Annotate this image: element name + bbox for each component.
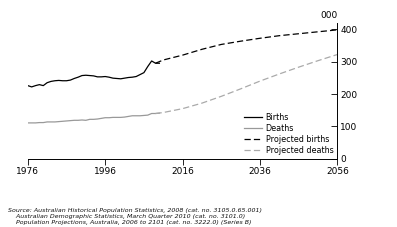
Births	[48, 80, 53, 83]
Deaths	[25, 121, 30, 124]
Births	[64, 79, 69, 82]
Births	[60, 79, 65, 82]
Deaths	[95, 118, 100, 120]
Projected births	[277, 34, 282, 37]
Births	[118, 77, 123, 80]
Projected births	[258, 37, 262, 40]
Births	[68, 79, 73, 81]
Line: Deaths: Deaths	[28, 113, 159, 123]
Deaths	[134, 114, 139, 117]
Projected births	[219, 43, 224, 46]
Births	[56, 79, 61, 82]
Line: Projected deaths: Projected deaths	[156, 54, 337, 114]
Births	[149, 60, 154, 62]
Births	[107, 76, 112, 79]
Births	[45, 81, 50, 84]
Projected deaths	[238, 87, 243, 90]
Deaths	[52, 121, 57, 123]
Text: 000: 000	[320, 11, 337, 20]
Projected deaths	[335, 53, 340, 56]
Projected deaths	[258, 80, 262, 82]
Deaths	[76, 119, 81, 122]
Deaths	[110, 116, 115, 119]
Deaths	[126, 115, 131, 118]
Births	[41, 84, 46, 87]
Births	[141, 71, 146, 74]
Projected deaths	[153, 112, 158, 115]
Deaths	[118, 116, 123, 119]
Births	[126, 76, 131, 79]
Births	[37, 83, 42, 86]
Deaths	[64, 120, 69, 122]
Deaths	[91, 118, 96, 121]
Line: Projected births: Projected births	[156, 30, 337, 63]
Births	[95, 76, 100, 78]
Deaths	[141, 114, 146, 117]
Deaths	[29, 121, 34, 124]
Births	[99, 76, 104, 78]
Deaths	[130, 114, 135, 117]
Projected births	[316, 30, 320, 33]
Legend: Births, Deaths, Projected births, Projected deaths: Births, Deaths, Projected births, Projec…	[244, 113, 333, 155]
Deaths	[157, 112, 162, 115]
Projected deaths	[200, 102, 204, 104]
Deaths	[68, 119, 73, 122]
Deaths	[37, 121, 42, 124]
Deaths	[60, 120, 65, 123]
Births	[103, 75, 108, 78]
Text: Source: Australian Historical Population Statistics, 2008 (cat. no. 3105.0.65.00: Source: Australian Historical Population…	[8, 208, 262, 225]
Deaths	[114, 116, 119, 119]
Births	[83, 74, 88, 76]
Deaths	[103, 116, 108, 119]
Births	[25, 84, 30, 87]
Deaths	[56, 120, 61, 123]
Births	[157, 62, 162, 65]
Births	[153, 62, 158, 65]
Births	[130, 76, 135, 79]
Deaths	[72, 119, 77, 122]
Projected deaths	[219, 95, 224, 98]
Deaths	[48, 121, 53, 123]
Births	[138, 73, 143, 76]
Births	[29, 86, 34, 88]
Deaths	[87, 118, 92, 121]
Deaths	[45, 121, 50, 123]
Projected deaths	[180, 107, 185, 110]
Projected births	[180, 54, 185, 57]
Deaths	[122, 116, 127, 118]
Births	[87, 74, 92, 77]
Projected births	[200, 48, 204, 51]
Deaths	[33, 121, 38, 124]
Deaths	[153, 112, 158, 115]
Births	[72, 77, 77, 80]
Projected births	[296, 32, 301, 35]
Projected births	[238, 40, 243, 42]
Projected births	[153, 62, 158, 65]
Line: Births: Births	[28, 61, 159, 87]
Deaths	[99, 117, 104, 120]
Deaths	[145, 114, 150, 116]
Births	[76, 76, 81, 79]
Births	[110, 77, 115, 79]
Deaths	[83, 119, 88, 122]
Births	[91, 74, 96, 77]
Births	[52, 79, 57, 82]
Births	[122, 77, 127, 79]
Deaths	[41, 121, 46, 124]
Deaths	[149, 112, 154, 115]
Projected deaths	[277, 73, 282, 75]
Births	[79, 74, 84, 77]
Births	[145, 65, 150, 68]
Projected births	[161, 59, 166, 61]
Deaths	[107, 116, 112, 119]
Deaths	[79, 119, 84, 121]
Projected deaths	[316, 59, 320, 62]
Births	[114, 77, 119, 80]
Births	[33, 84, 38, 87]
Deaths	[138, 114, 143, 117]
Births	[134, 75, 139, 78]
Projected deaths	[296, 66, 301, 69]
Projected deaths	[161, 111, 166, 114]
Projected births	[335, 28, 340, 31]
